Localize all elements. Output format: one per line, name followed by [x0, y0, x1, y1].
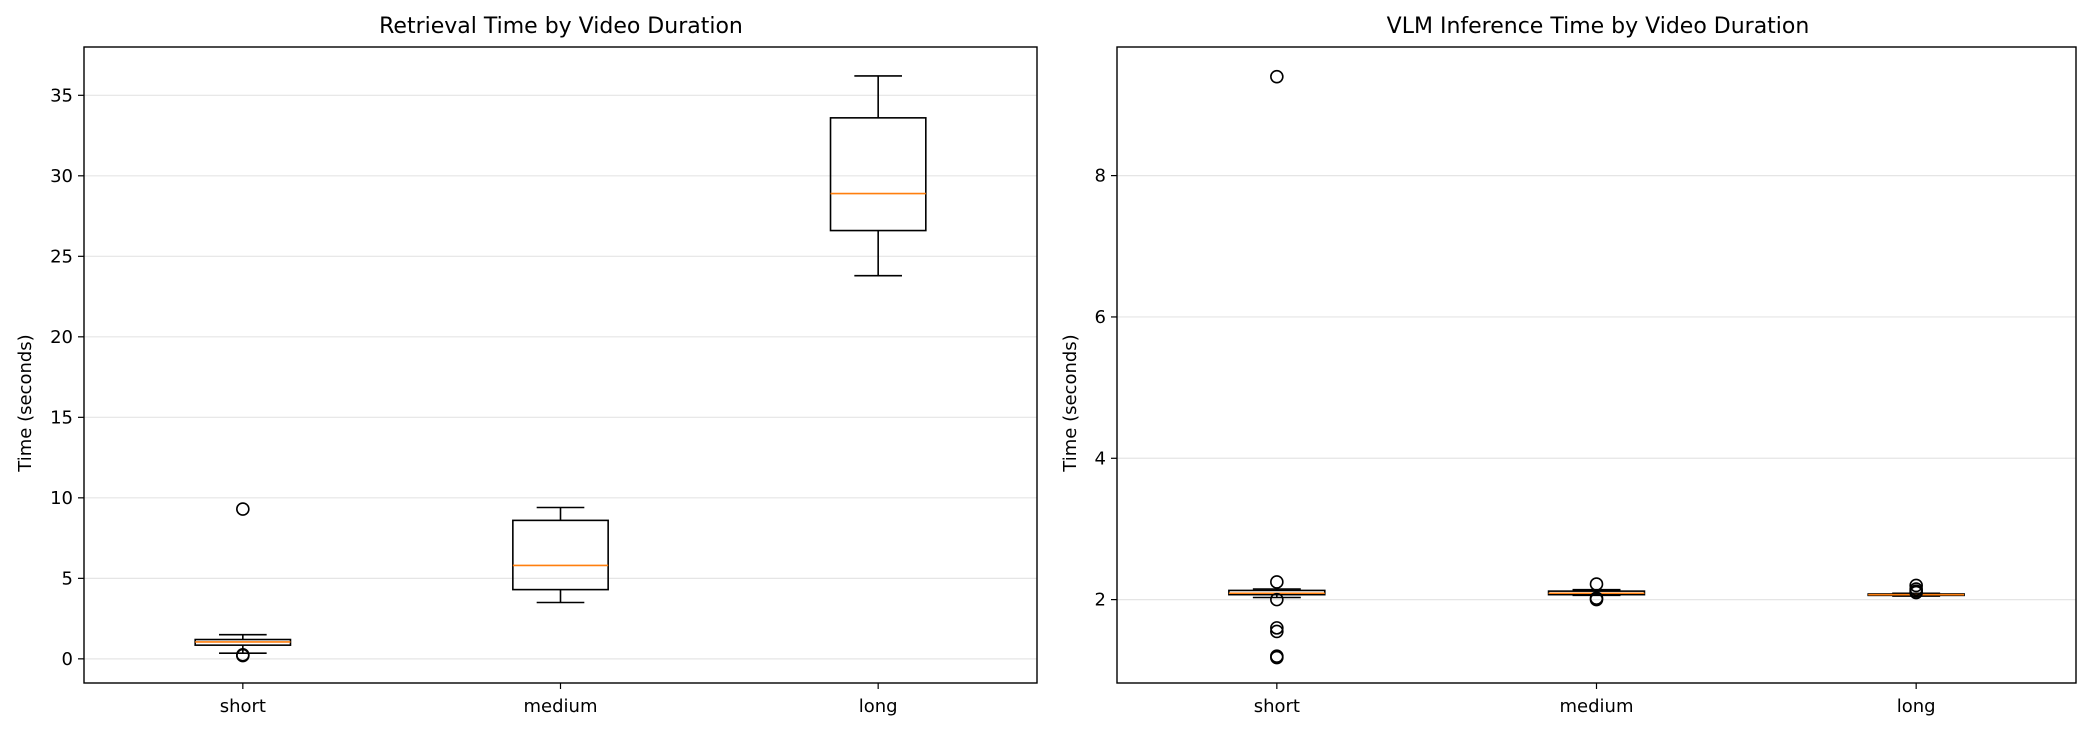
- y-tick-label: 4: [1095, 448, 1106, 469]
- x-tick-label: medium: [524, 696, 598, 717]
- box-iqr: [512, 519, 609, 591]
- y-tick-label: 8: [1095, 166, 1106, 187]
- y-tick-label: 10: [50, 488, 73, 509]
- plot-frame: [83, 46, 1038, 684]
- box-short: [1228, 69, 1326, 665]
- y-tick-label: 35: [50, 85, 73, 106]
- outlier-point: [1589, 592, 1604, 607]
- y-tick-label: 0: [62, 649, 73, 670]
- chart-title: VLM Inference Time by Video Duration: [1387, 14, 1810, 39]
- plot-frame: [1116, 46, 2077, 684]
- y-tick-label: 15: [50, 407, 73, 428]
- y-tick-label: 25: [50, 246, 73, 267]
- x-tick-label: long: [1897, 696, 1936, 717]
- vlm-inference-time-panel: VLM Inference Time by Video Duration Tim…: [1060, 14, 2077, 717]
- box-short: [194, 502, 292, 663]
- outlier-point: [1270, 621, 1284, 635]
- x-tick-label: medium: [1560, 696, 1634, 717]
- box-medium: [512, 506, 609, 604]
- outlier-point: [1270, 650, 1284, 665]
- x-tick-label: long: [859, 696, 898, 717]
- y-tick-label: 2: [1095, 590, 1106, 611]
- y-tick-label: 30: [50, 166, 73, 187]
- outlier-point: [236, 648, 250, 662]
- x-tick-label: short: [1254, 696, 1300, 717]
- y-axis-label: Time (seconds): [15, 334, 36, 472]
- y-tick-label: 6: [1095, 307, 1106, 328]
- outlier-point: [1909, 585, 1923, 600]
- outlier-point: [1909, 578, 1923, 593]
- box-long: [1867, 578, 1965, 600]
- outlier-point: [1270, 624, 1284, 639]
- y-axis-label: Time (seconds): [1060, 334, 1081, 472]
- outlier-point: [1270, 69, 1284, 84]
- outlier-point: [1270, 575, 1284, 589]
- retrieval-time-panel: Retrieval Time by Video Duration Time (s…: [15, 14, 1038, 717]
- x-tick-label: short: [220, 696, 266, 717]
- y-tick-label: 20: [50, 327, 73, 348]
- chart-title: Retrieval Time by Video Duration: [379, 14, 743, 39]
- box-long: [829, 75, 927, 277]
- y-tick-label: 5: [62, 568, 73, 589]
- outlier-point: [1270, 592, 1284, 607]
- outlier-point: [1589, 577, 1604, 591]
- box-medium: [1547, 577, 1646, 607]
- outlier-point: [236, 502, 250, 516]
- box-iqr: [829, 117, 927, 232]
